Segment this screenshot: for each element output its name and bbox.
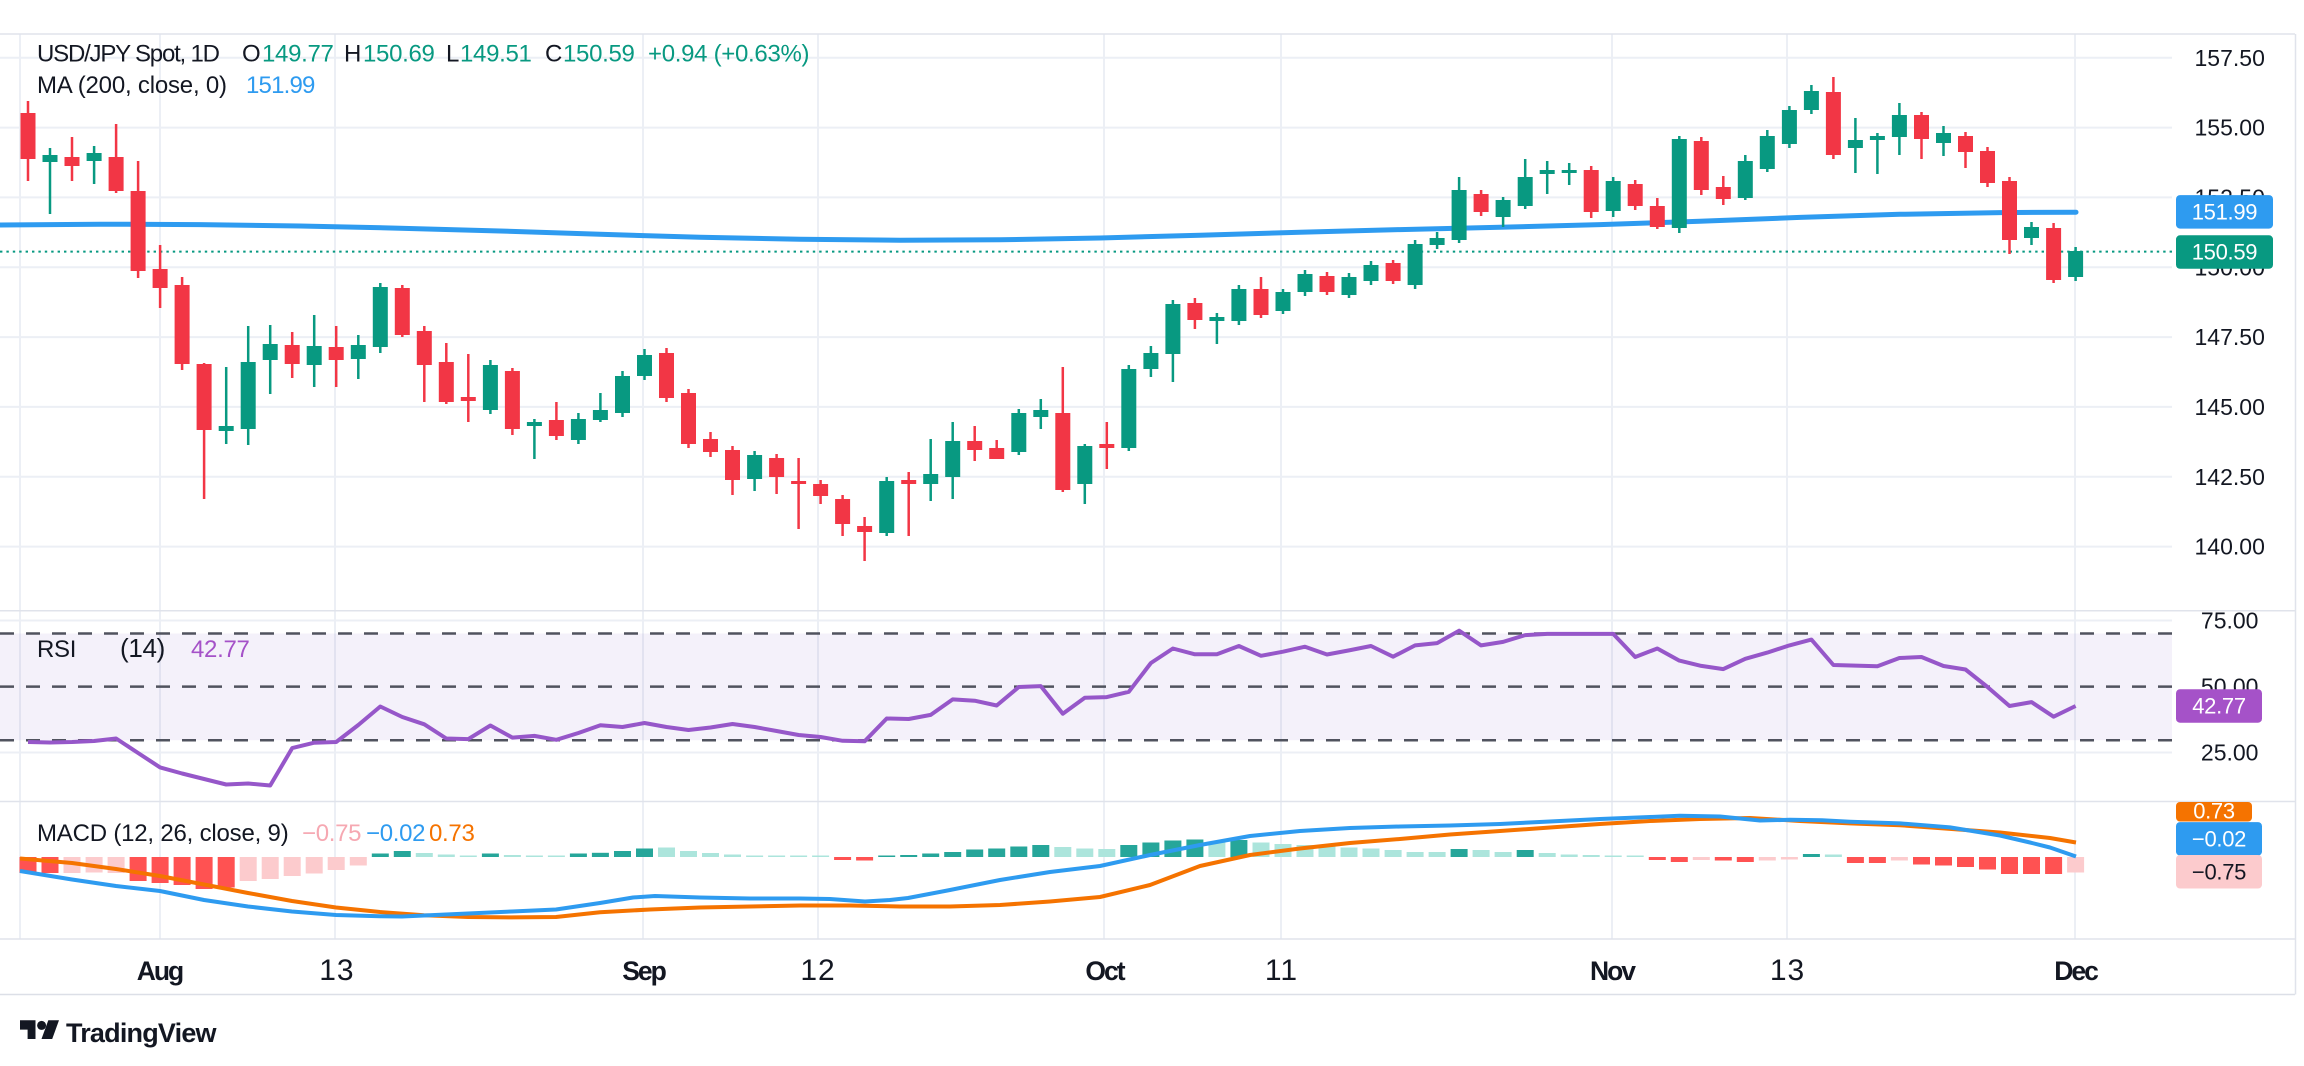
svg-text:Aug: Aug — [137, 956, 183, 986]
svg-text:L: L — [446, 41, 459, 68]
svg-text:TradingView: TradingView — [66, 1018, 218, 1048]
svg-text:Sep: Sep — [622, 956, 666, 986]
svg-text:42.77: 42.77 — [191, 636, 250, 663]
svg-text:Dec: Dec — [2054, 956, 2098, 986]
svg-text:(14): (14) — [120, 633, 165, 663]
svg-text:USD/JPY Spot, 1D: USD/JPY Spot, 1D — [37, 41, 220, 68]
svg-text:−0.02: −0.02 — [366, 820, 425, 847]
svg-text:−0.75: −0.75 — [2192, 859, 2246, 884]
svg-text:+0.94 (+0.63%): +0.94 (+0.63%) — [648, 41, 809, 68]
svg-text:140.00: 140.00 — [2195, 534, 2265, 560]
svg-text:O: O — [242, 41, 260, 68]
svg-text:155.00: 155.00 — [2195, 115, 2265, 141]
svg-text:150.59: 150.59 — [2192, 240, 2258, 265]
svg-text:145.00: 145.00 — [2195, 394, 2265, 420]
svg-text:MA (200, close, 0): MA (200, close, 0) — [37, 72, 227, 99]
svg-text:151.99: 151.99 — [2192, 199, 2258, 224]
svg-text:Oct: Oct — [1085, 956, 1125, 986]
svg-text:Nov: Nov — [1590, 956, 1636, 986]
svg-text:13: 13 — [319, 954, 354, 987]
svg-text:147.50: 147.50 — [2195, 324, 2265, 350]
svg-text:157.50: 157.50 — [2195, 45, 2265, 71]
svg-text:42.77: 42.77 — [2192, 694, 2246, 719]
svg-text:25.00: 25.00 — [2201, 740, 2259, 766]
svg-text:12: 12 — [800, 954, 835, 987]
svg-text:151.99: 151.99 — [246, 72, 315, 99]
svg-text:13: 13 — [1770, 954, 1805, 987]
svg-text:149.77: 149.77 — [262, 41, 334, 68]
svg-text:150.59: 150.59 — [563, 41, 635, 68]
svg-text:149.51: 149.51 — [460, 41, 532, 68]
svg-text:0.73: 0.73 — [429, 820, 475, 847]
svg-text:H: H — [344, 41, 361, 68]
svg-text:RSI: RSI — [37, 636, 76, 663]
svg-text:150.69: 150.69 — [363, 41, 435, 68]
svg-text:C: C — [545, 41, 562, 68]
svg-text:−0.75: −0.75 — [302, 820, 361, 847]
svg-text:−0.02: −0.02 — [2192, 826, 2246, 851]
svg-text:75.00: 75.00 — [2201, 608, 2259, 634]
svg-text:MACD (12, 26, close, 9): MACD (12, 26, close, 9) — [37, 820, 289, 847]
svg-text:142.50: 142.50 — [2195, 464, 2265, 490]
svg-text:11: 11 — [1265, 954, 1298, 987]
svg-text:0.73: 0.73 — [2193, 799, 2235, 824]
